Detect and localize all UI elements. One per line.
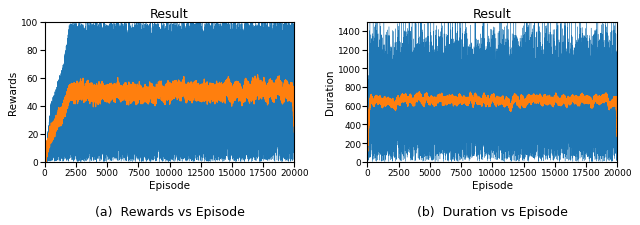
Text: (b)  Duration vs Episode: (b) Duration vs Episode (417, 205, 568, 218)
Text: (a)  Rewards vs Episode: (a) Rewards vs Episode (95, 205, 244, 218)
Title: Result: Result (150, 8, 189, 21)
X-axis label: Episode: Episode (472, 180, 513, 190)
Title: Result: Result (473, 8, 512, 21)
X-axis label: Episode: Episode (149, 180, 190, 190)
Y-axis label: Duration: Duration (326, 70, 335, 115)
Y-axis label: Rewards: Rewards (8, 70, 19, 114)
